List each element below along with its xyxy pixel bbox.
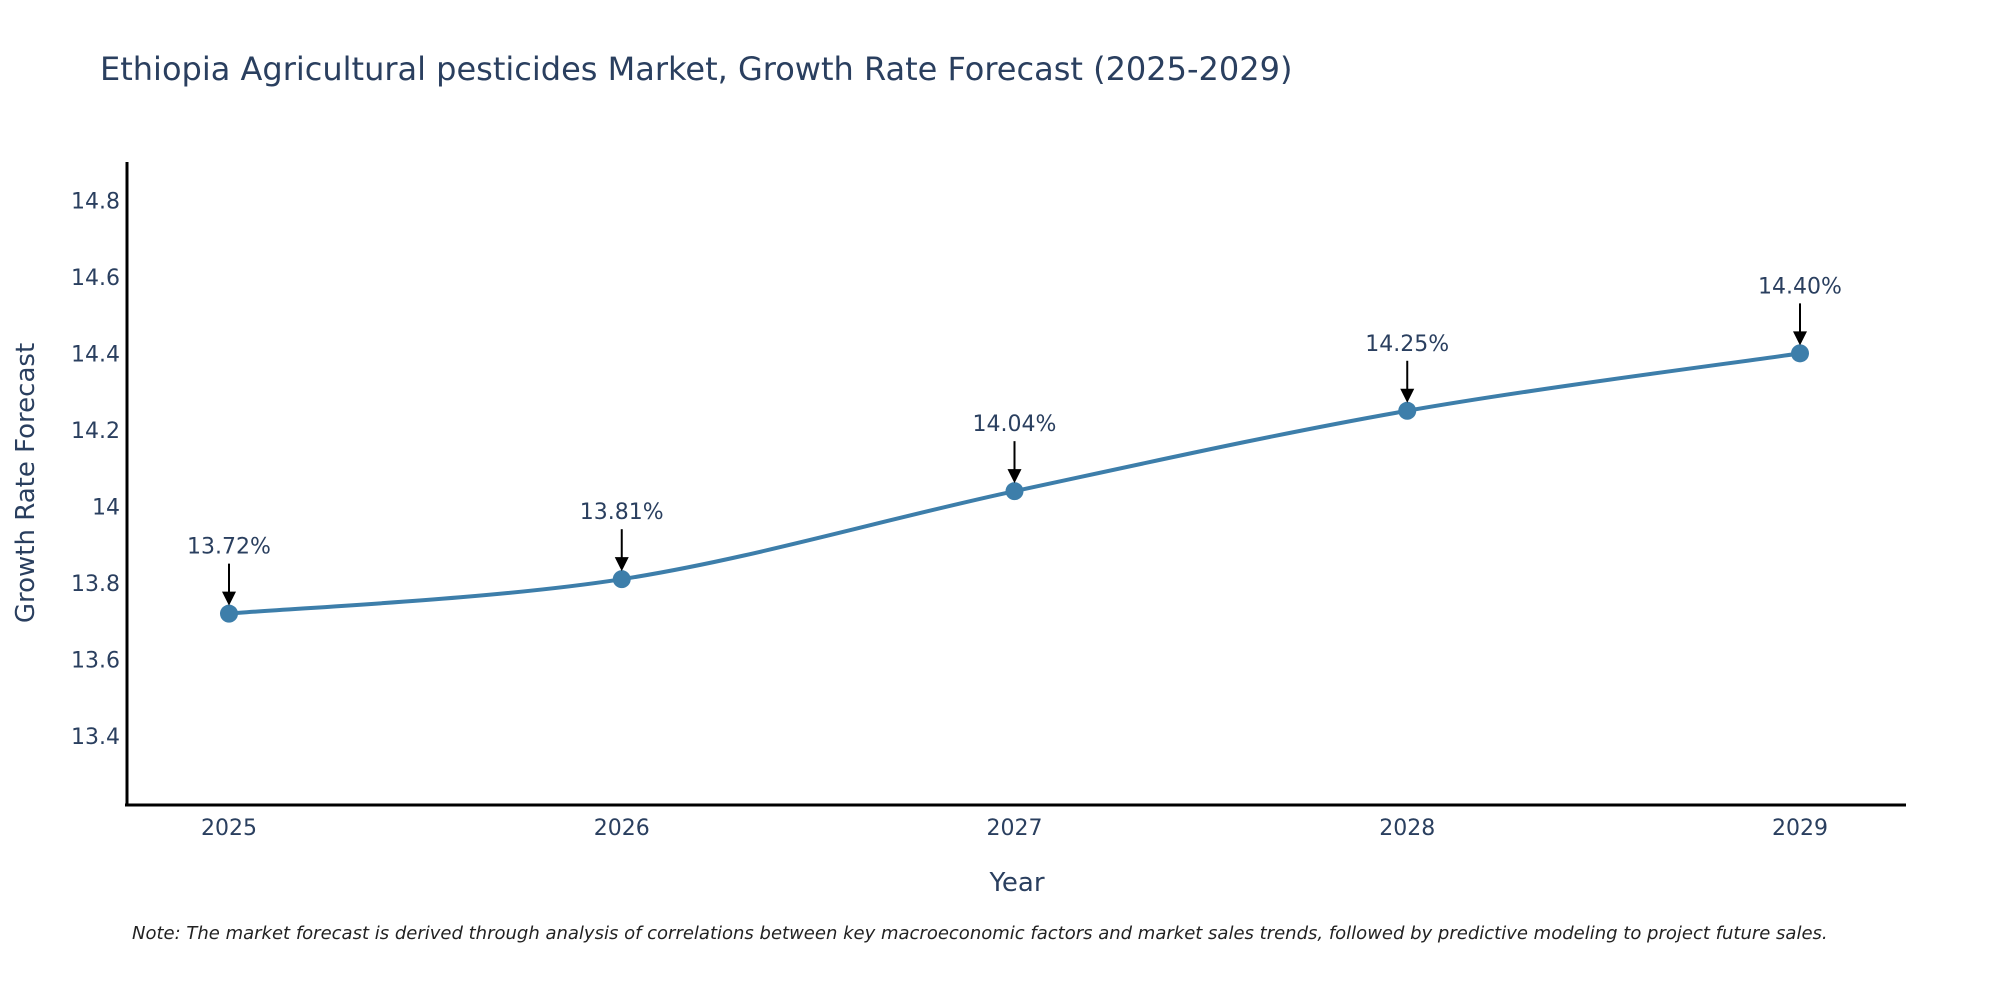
data-point-marker: [612, 570, 631, 589]
data-label: 13.81%: [580, 500, 664, 525]
annotation-arrow-head: [222, 591, 236, 606]
data-point-marker: [1398, 401, 1417, 420]
data-label: 14.40%: [1758, 274, 1842, 299]
data-markers: [220, 344, 1809, 623]
x-tick-label: 2025: [201, 816, 257, 841]
x-axis-title: Year: [988, 868, 1044, 898]
y-tick-label: 13.8: [71, 572, 120, 597]
y-tick-label: 14: [92, 495, 120, 520]
data-label: 14.04%: [973, 412, 1057, 437]
y-tick-label: 14.4: [71, 342, 120, 367]
x-tick-label: 2028: [1379, 816, 1435, 841]
data-label: 13.72%: [187, 535, 271, 560]
data-point-marker: [220, 604, 238, 623]
chart-title: Ethiopia Agricultural pesticides Market,…: [100, 50, 1292, 88]
y-axis-ticks: 13.4 13.6 13.8 14 14.2 14.4 14.6 14.8: [71, 189, 120, 750]
footnote: Note: The market forecast is derived thr…: [132, 923, 1828, 944]
annotation-arrow-head: [1007, 469, 1022, 484]
x-tick-label: 2026: [594, 816, 650, 841]
y-tick-label: 14.6: [71, 266, 120, 291]
y-tick-label: 14.2: [71, 419, 120, 444]
data-point-marker: [1791, 344, 1809, 363]
annotation-arrow-head: [614, 557, 629, 572]
y-tick-label: 13.4: [71, 725, 120, 750]
y-tick-label: 13.6: [71, 649, 120, 674]
data-label: 14.25%: [1365, 332, 1449, 357]
data-point-marker: [1005, 482, 1024, 501]
annotation-arrow-head: [1400, 388, 1415, 403]
annotation-arrow-head: [1793, 331, 1807, 346]
y-tick-label: 14.8: [71, 189, 120, 214]
x-tick-label: 2029: [1772, 816, 1828, 841]
value-annotations: 13.72% 13.81% 14.04% 14.25% 14.40%: [187, 274, 1842, 606]
x-axis-ticks: 2025 2026 2027 2028 2029: [201, 816, 1828, 841]
x-tick-label: 2027: [987, 816, 1043, 841]
y-axis-title: Growth Rate Forecast: [11, 343, 41, 623]
